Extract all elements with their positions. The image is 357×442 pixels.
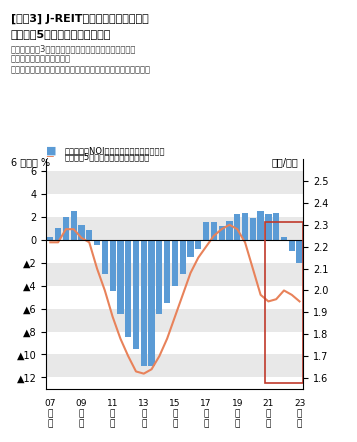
- Bar: [55, 228, 61, 240]
- Bar: [250, 218, 256, 240]
- Bar: [46, 171, 303, 194]
- Bar: [234, 214, 240, 240]
- Bar: [187, 240, 193, 257]
- Bar: [203, 222, 209, 240]
- Bar: [110, 240, 116, 291]
- Bar: [156, 240, 162, 314]
- Bar: [265, 222, 303, 383]
- Text: オフィスビルを対象に集計: オフィスビルを対象に集計: [11, 55, 71, 64]
- Bar: [289, 240, 295, 251]
- Bar: [94, 240, 100, 245]
- Bar: [164, 240, 170, 303]
- Text: 注：各時点で3期以上の運用実績があり継続比較可能な: 注：各時点で3期以上の運用実績があり継続比較可能な: [11, 44, 136, 53]
- Text: 東京都心5区のオフィス募集賃料: 東京都心5区のオフィス募集賃料: [11, 29, 111, 39]
- Bar: [46, 309, 303, 332]
- Bar: [47, 237, 54, 240]
- Bar: [265, 214, 272, 240]
- Bar: [133, 240, 139, 349]
- Bar: [117, 240, 124, 314]
- Text: 6 前年比 %: 6 前年比 %: [11, 157, 50, 167]
- Bar: [172, 240, 178, 286]
- Bar: [102, 240, 108, 274]
- Text: 万円/月坪: 万円/月坪: [271, 157, 298, 167]
- Bar: [46, 217, 303, 240]
- Bar: [46, 263, 303, 286]
- Bar: [273, 213, 279, 240]
- Bar: [281, 237, 287, 240]
- Text: [図表3] J-REIT保有ビルの内部成長と: [図表3] J-REIT保有ビルの内部成長と: [11, 13, 149, 23]
- Bar: [141, 240, 147, 366]
- Bar: [46, 354, 303, 377]
- Bar: [242, 213, 248, 240]
- Bar: [86, 230, 92, 240]
- Text: 出所：三鬼商事、開示資料をもとにニッセイ基礎研究所が作成: 出所：三鬼商事、開示資料をもとにニッセイ基礎研究所が作成: [11, 65, 151, 74]
- Bar: [149, 240, 155, 366]
- Bar: [63, 217, 69, 240]
- Bar: [296, 240, 303, 263]
- Bar: [226, 221, 232, 240]
- Bar: [257, 211, 264, 240]
- Bar: [71, 211, 77, 240]
- Bar: [180, 240, 186, 274]
- Bar: [211, 222, 217, 240]
- Bar: [125, 240, 131, 337]
- Text: 東京都心5区の平均募集賃料（右軸）: 東京都心5区の平均募集賃料（右軸）: [64, 152, 150, 161]
- Text: ■: ■: [46, 146, 60, 156]
- Bar: [195, 240, 201, 249]
- Bar: [78, 225, 85, 240]
- Bar: [218, 226, 225, 240]
- Text: 保有ビルのNOI（前年比増減率）（左軸）: 保有ビルのNOI（前年比増減率）（左軸）: [64, 146, 165, 155]
- Text: ─: ─: [46, 152, 57, 163]
